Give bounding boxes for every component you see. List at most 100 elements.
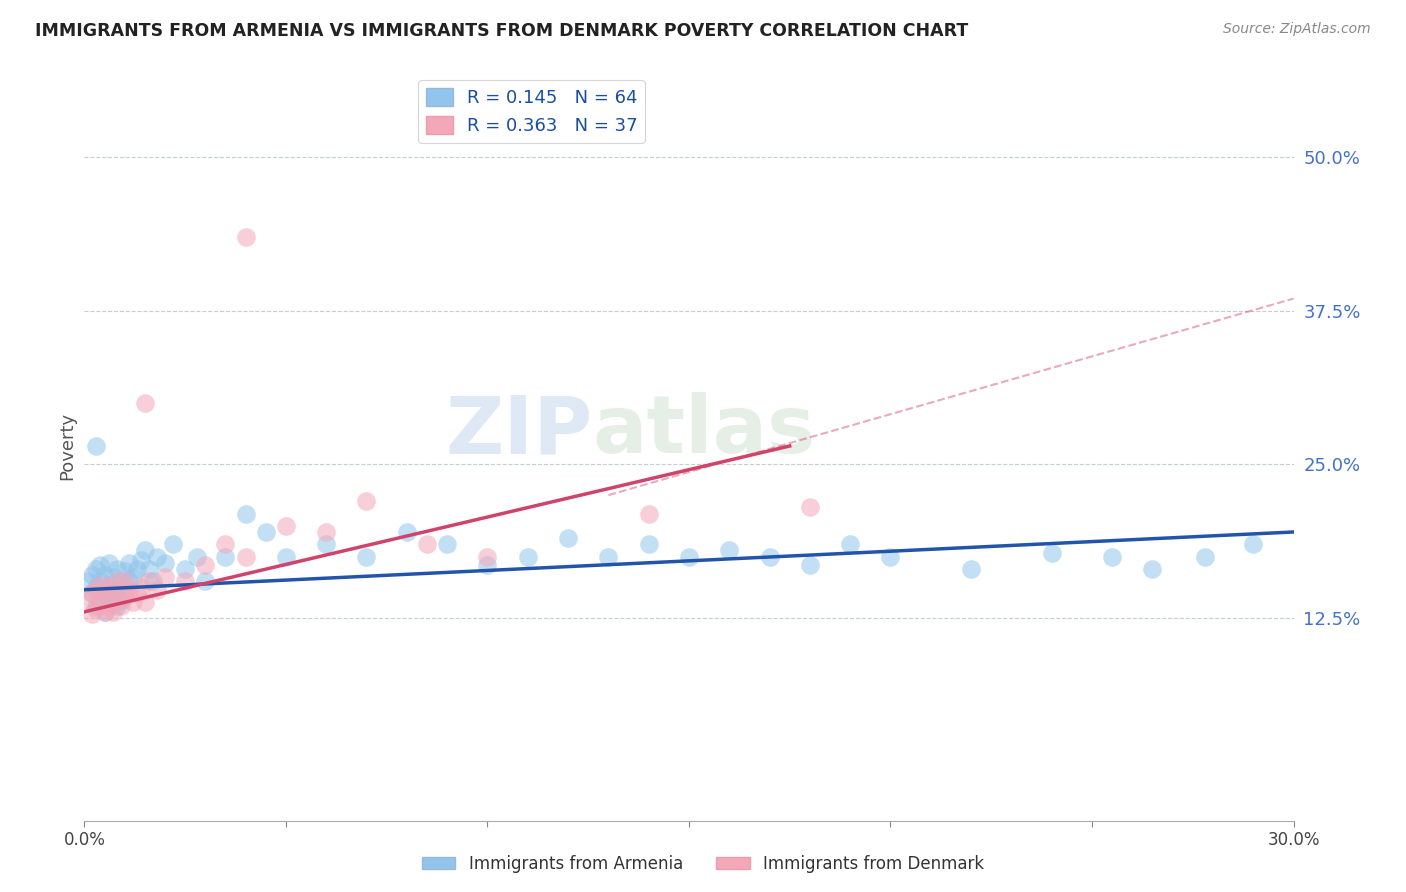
Point xyxy=(138,574,160,588)
Point xyxy=(138,562,160,576)
Point xyxy=(516,549,538,564)
Text: ZIP: ZIP xyxy=(444,392,592,470)
Point xyxy=(129,553,152,567)
Point xyxy=(134,595,156,609)
Point xyxy=(97,556,120,570)
Y-axis label: Poverty: Poverty xyxy=(58,412,76,480)
Point xyxy=(101,582,124,597)
Point xyxy=(89,595,111,609)
Point xyxy=(86,562,108,576)
Point xyxy=(1101,549,1123,564)
Point xyxy=(121,570,143,584)
Point xyxy=(121,595,143,609)
Point xyxy=(637,537,659,551)
Point xyxy=(97,599,120,613)
Point xyxy=(235,549,257,564)
Point xyxy=(114,564,136,578)
Point xyxy=(839,537,862,551)
Text: Source: ZipAtlas.com: Source: ZipAtlas.com xyxy=(1223,22,1371,37)
Point xyxy=(799,558,821,573)
Point xyxy=(134,543,156,558)
Point xyxy=(678,549,700,564)
Point xyxy=(879,549,901,564)
Point xyxy=(214,549,236,564)
Point xyxy=(114,574,136,588)
Point xyxy=(598,549,620,564)
Point xyxy=(356,549,378,564)
Point xyxy=(254,524,277,539)
Point xyxy=(1241,537,1264,551)
Point xyxy=(105,592,128,607)
Point xyxy=(118,582,141,597)
Point xyxy=(86,439,108,453)
Point xyxy=(101,570,124,584)
Point xyxy=(718,543,741,558)
Point xyxy=(86,599,108,613)
Point xyxy=(110,574,132,588)
Point xyxy=(89,578,111,592)
Point xyxy=(557,531,579,545)
Point xyxy=(186,549,208,564)
Point xyxy=(194,558,217,573)
Text: atlas: atlas xyxy=(592,392,815,470)
Point xyxy=(93,568,115,582)
Point xyxy=(146,549,169,564)
Point xyxy=(477,549,499,564)
Point xyxy=(125,586,148,600)
Legend: R = 0.145   N = 64, R = 0.363   N = 37: R = 0.145 N = 64, R = 0.363 N = 37 xyxy=(419,80,645,143)
Point xyxy=(86,580,108,594)
Point xyxy=(436,537,458,551)
Point xyxy=(101,589,124,603)
Point xyxy=(97,595,120,609)
Point xyxy=(356,494,378,508)
Point xyxy=(101,605,124,619)
Text: IMMIGRANTS FROM ARMENIA VS IMMIGRANTS FROM DENMARK POVERTY CORRELATION CHART: IMMIGRANTS FROM ARMENIA VS IMMIGRANTS FR… xyxy=(35,22,969,40)
Point xyxy=(153,570,176,584)
Point xyxy=(89,574,111,588)
Point xyxy=(637,507,659,521)
Point xyxy=(134,396,156,410)
Point xyxy=(118,574,141,588)
Point xyxy=(1194,549,1216,564)
Point xyxy=(416,537,439,551)
Point xyxy=(174,574,197,588)
Point xyxy=(315,524,337,539)
Point xyxy=(125,562,148,576)
Point xyxy=(105,562,128,576)
Point xyxy=(105,574,128,588)
Point xyxy=(93,586,115,600)
Point xyxy=(105,582,128,597)
Point xyxy=(142,574,165,588)
Point xyxy=(114,582,136,597)
Point xyxy=(93,605,115,619)
Point xyxy=(118,556,141,570)
Point xyxy=(97,578,120,592)
Point xyxy=(274,549,297,564)
Point xyxy=(82,586,104,600)
Point xyxy=(89,558,111,573)
Point xyxy=(82,568,104,582)
Point xyxy=(395,524,418,539)
Point xyxy=(194,574,217,588)
Point xyxy=(174,562,197,576)
Point xyxy=(86,582,108,597)
Point xyxy=(799,500,821,515)
Point xyxy=(89,592,111,607)
Point xyxy=(274,519,297,533)
Point xyxy=(214,537,236,551)
Point xyxy=(162,537,184,551)
Point xyxy=(477,558,499,573)
Legend: Immigrants from Armenia, Immigrants from Denmark: Immigrants from Armenia, Immigrants from… xyxy=(415,848,991,880)
Point xyxy=(235,230,257,244)
Point xyxy=(114,590,136,604)
Point xyxy=(758,549,780,564)
Point xyxy=(1040,546,1063,560)
Point xyxy=(86,602,108,616)
Point xyxy=(77,574,100,588)
Point xyxy=(105,599,128,613)
Point xyxy=(93,605,115,619)
Point xyxy=(77,592,100,607)
Point xyxy=(110,592,132,607)
Point xyxy=(960,562,983,576)
Point xyxy=(153,556,176,570)
